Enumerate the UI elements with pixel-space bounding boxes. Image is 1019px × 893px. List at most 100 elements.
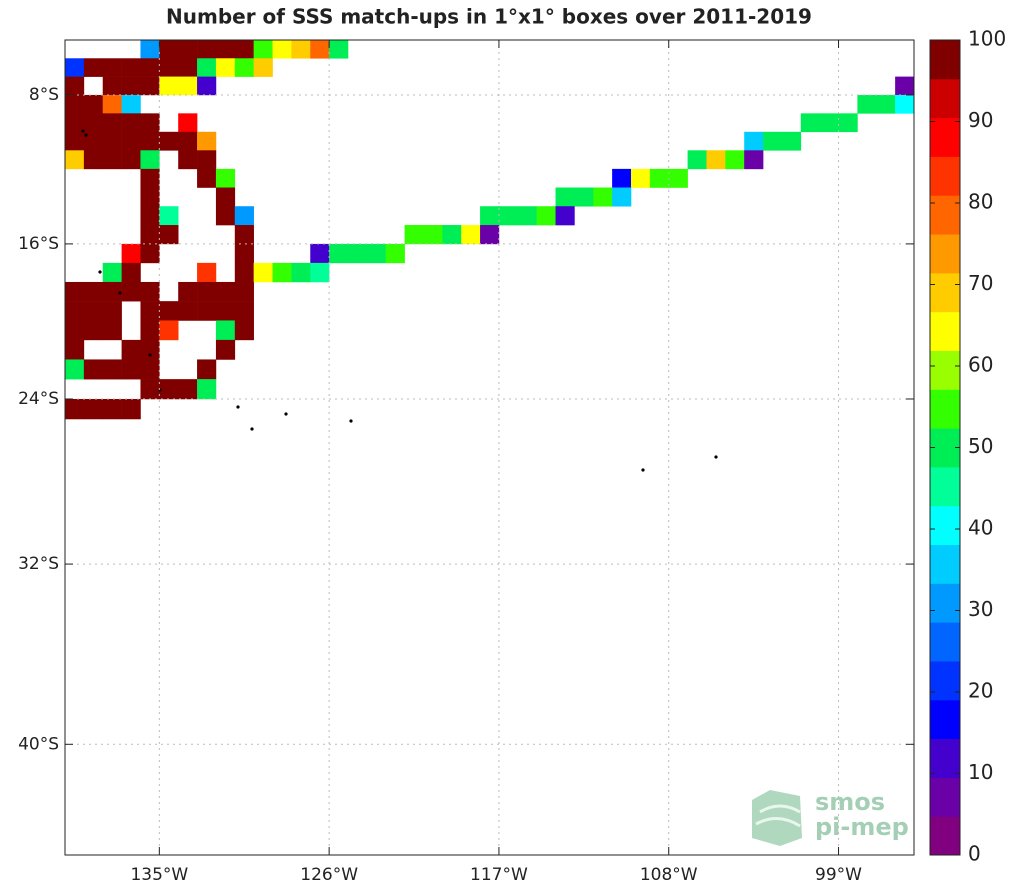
colorbar-segment (930, 156, 960, 196)
cell (102, 150, 122, 170)
colorbar-label: 50 (968, 434, 993, 458)
island (81, 129, 85, 133)
cell (121, 76, 141, 96)
cell (272, 40, 292, 59)
cell (83, 301, 104, 321)
colorbar-segment (930, 466, 960, 507)
watermark-logo: smos pi-mep (752, 788, 909, 846)
cell (121, 131, 141, 151)
cell (178, 301, 198, 321)
cell (159, 76, 179, 96)
cell (65, 150, 85, 170)
cell (121, 359, 141, 380)
cell (140, 131, 160, 151)
cell (215, 206, 236, 226)
cell (234, 225, 254, 245)
cell (517, 206, 537, 226)
island (641, 468, 645, 472)
cell (197, 262, 217, 283)
cell (121, 262, 141, 283)
colorbar-segment (930, 544, 960, 584)
chart-title: Number of SSS match-ups in 1°x1° boxes o… (166, 5, 812, 29)
cell (159, 320, 179, 341)
colorbar-segment (930, 505, 960, 546)
cell (234, 281, 254, 302)
cell (291, 262, 311, 283)
cell (102, 320, 122, 341)
colorbar-label: 10 (968, 760, 993, 784)
cell (215, 339, 236, 360)
cell (121, 398, 141, 420)
cell (178, 40, 198, 59)
cell (140, 58, 160, 77)
colorbar-label: 100 (968, 27, 1006, 51)
cell (253, 262, 273, 283)
island (714, 455, 718, 459)
cell (121, 58, 141, 77)
cell (65, 301, 85, 321)
cell (197, 58, 217, 77)
colorbar-label: 80 (968, 190, 993, 214)
cell (65, 113, 85, 133)
cell (83, 398, 104, 420)
x-tick-label: 108°W (640, 865, 698, 885)
colorbar-label: 20 (968, 679, 993, 703)
cell (310, 262, 330, 283)
cell (197, 281, 217, 302)
cell (197, 379, 217, 400)
cell (83, 150, 104, 170)
cell (102, 359, 122, 380)
cell (140, 301, 160, 321)
cell (178, 281, 198, 302)
island (250, 427, 254, 431)
cell (140, 76, 160, 96)
cell (215, 281, 236, 302)
cell (461, 225, 481, 245)
cell (140, 339, 160, 360)
cell (234, 58, 254, 77)
cell (140, 359, 160, 380)
colorbar-segment (930, 699, 960, 740)
watermark-text: pi-mep (815, 813, 909, 841)
cell (102, 76, 122, 96)
cell (234, 206, 254, 226)
cell (121, 150, 141, 170)
cell (102, 58, 122, 77)
island (118, 291, 122, 295)
x-tick-label: 126°W (300, 865, 358, 885)
cell (178, 113, 198, 133)
cell (725, 150, 745, 170)
cell (159, 40, 179, 59)
cell (687, 150, 707, 170)
cell (102, 113, 122, 133)
cells (65, 40, 914, 420)
cell (310, 40, 330, 59)
colorbar-segment (930, 272, 960, 313)
cell (649, 168, 670, 188)
cell (140, 113, 160, 133)
cell (65, 58, 85, 77)
cell (234, 40, 254, 59)
cell (385, 243, 405, 264)
cell (83, 113, 104, 133)
cell (121, 243, 141, 264)
cell (65, 339, 85, 360)
cell (178, 379, 198, 400)
cell (197, 301, 217, 321)
cell (555, 187, 575, 207)
cell (140, 320, 160, 341)
cell (121, 281, 141, 302)
cell (197, 76, 217, 96)
cell (215, 58, 236, 77)
cell (197, 131, 217, 151)
cell (159, 58, 179, 77)
island (349, 419, 353, 423)
y-tick-label: 32°S (18, 554, 59, 574)
cell (555, 206, 575, 226)
colorbar-label: 60 (968, 353, 993, 377)
cell (574, 187, 594, 207)
cell (895, 76, 914, 96)
cell (423, 225, 443, 245)
cell (442, 225, 462, 245)
